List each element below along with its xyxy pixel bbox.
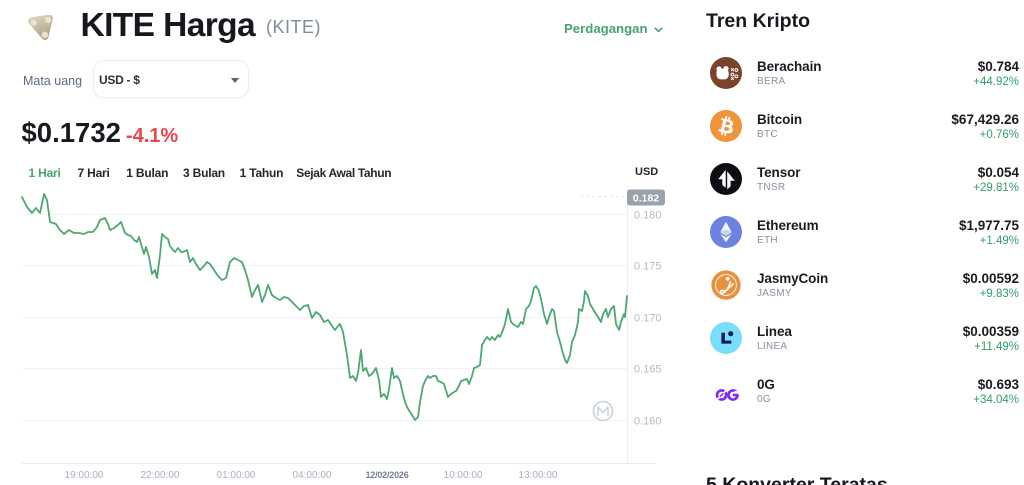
svg-text:01:00:00: 01:00:00 [217, 470, 256, 481]
svg-text:19:00:00: 19:00:00 [65, 470, 104, 481]
svg-text:22:00:00: 22:00:00 [141, 470, 180, 481]
svg-text:04:00:00: 04:00:00 [293, 470, 332, 481]
svg-text:0.165: 0.165 [634, 364, 662, 376]
svg-text:10:00:00: 10:00:00 [444, 470, 483, 481]
svg-text:13:00:00: 13:00:00 [519, 470, 558, 481]
svg-text:0.175: 0.175 [634, 261, 662, 273]
svg-text:0.182: 0.182 [633, 193, 659, 205]
svg-text:0.180: 0.180 [634, 210, 662, 222]
svg-text:12/02/2026: 12/02/2026 [365, 470, 408, 480]
svg-text:0.170: 0.170 [634, 313, 662, 325]
svg-text:0.160: 0.160 [634, 416, 662, 428]
